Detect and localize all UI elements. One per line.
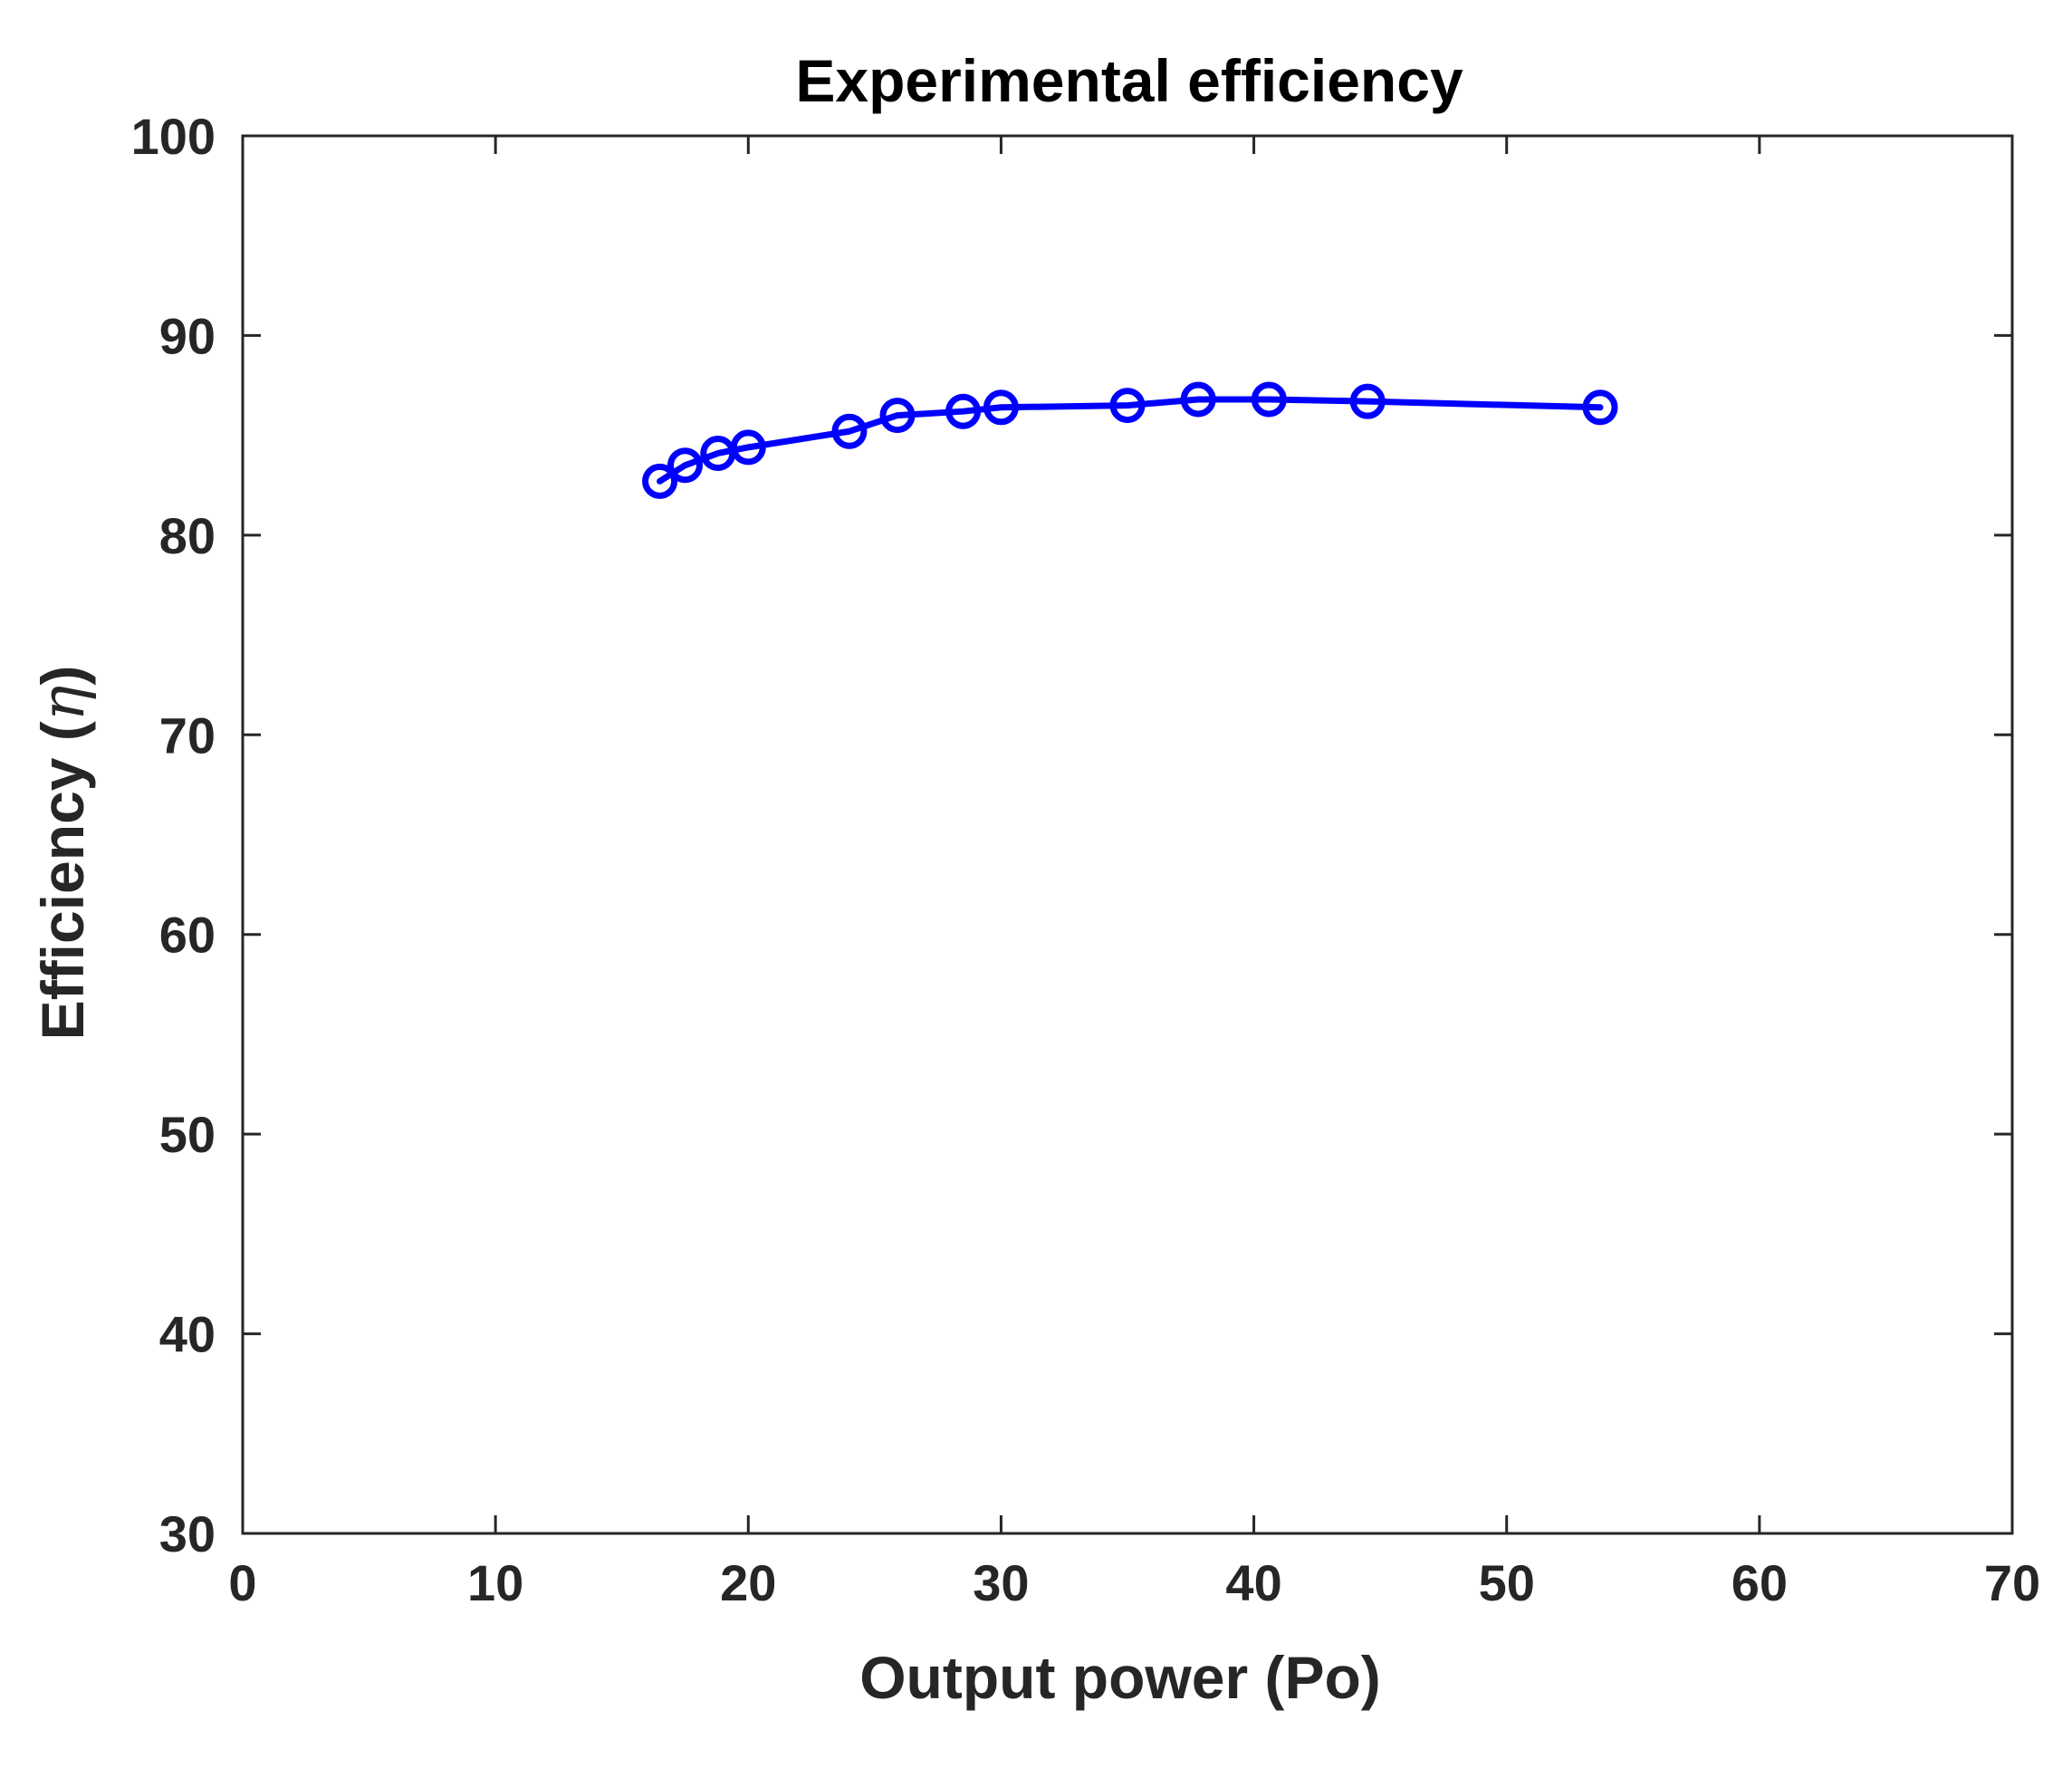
data-point-marker bbox=[945, 393, 982, 429]
y-axis-label-prefix: Efficiency ( bbox=[29, 721, 96, 1040]
series-layer bbox=[642, 381, 1618, 499]
y-tick-label-100: 100 bbox=[131, 108, 216, 165]
x-tick-label-30: 30 bbox=[973, 1554, 1029, 1611]
data-point-marker bbox=[730, 429, 766, 466]
data-point-marker bbox=[1349, 383, 1386, 419]
y-axis-label-symbol: η bbox=[28, 686, 98, 722]
y-tick-label-90: 90 bbox=[159, 307, 216, 364]
x-tick-label-40: 40 bbox=[1225, 1554, 1281, 1611]
y-tick-label-80: 80 bbox=[159, 507, 216, 564]
y-axis-label: Efficiency (η) bbox=[28, 666, 98, 1041]
y-axis-label-suffix: ) bbox=[29, 666, 96, 686]
data-point-marker bbox=[1109, 388, 1146, 424]
x-tick-label-20: 20 bbox=[720, 1554, 776, 1611]
data-point-marker bbox=[1582, 389, 1618, 426]
series-line-0 bbox=[657, 396, 1604, 485]
y-tick-labels: 30 40 50 60 70 80 90 100 bbox=[131, 108, 216, 1562]
axes-box bbox=[241, 134, 2014, 1535]
data-point-marker bbox=[983, 389, 1019, 426]
data-point-marker bbox=[667, 447, 703, 484]
x-tick-label-50: 50 bbox=[1479, 1554, 1535, 1611]
data-point-marker bbox=[1251, 381, 1287, 418]
y-tick-label-40: 40 bbox=[159, 1306, 216, 1363]
plot-area bbox=[243, 136, 2012, 1533]
data-point-marker bbox=[642, 463, 678, 499]
x-tick-label-10: 10 bbox=[467, 1554, 523, 1611]
x-tick-label-60: 60 bbox=[1731, 1554, 1788, 1611]
y-tick-label-30: 30 bbox=[159, 1505, 216, 1562]
y-tick-label-50: 50 bbox=[159, 1106, 216, 1163]
x-tick-label-0: 0 bbox=[228, 1554, 256, 1611]
x-tick-label-70: 70 bbox=[1984, 1554, 2040, 1611]
chart-title: Experimental efficiency bbox=[795, 47, 1463, 114]
y-tick-label-60: 60 bbox=[159, 907, 216, 964]
x-axis-label: Output power (Po) bbox=[859, 1644, 1381, 1711]
y-tick-label-70: 70 bbox=[159, 706, 216, 764]
data-point-marker bbox=[879, 398, 916, 434]
data-point-marker bbox=[831, 413, 868, 449]
data-point-marker bbox=[1180, 381, 1216, 418]
x-tick-labels: 0 10 20 30 40 50 60 70 bbox=[228, 1554, 2040, 1611]
